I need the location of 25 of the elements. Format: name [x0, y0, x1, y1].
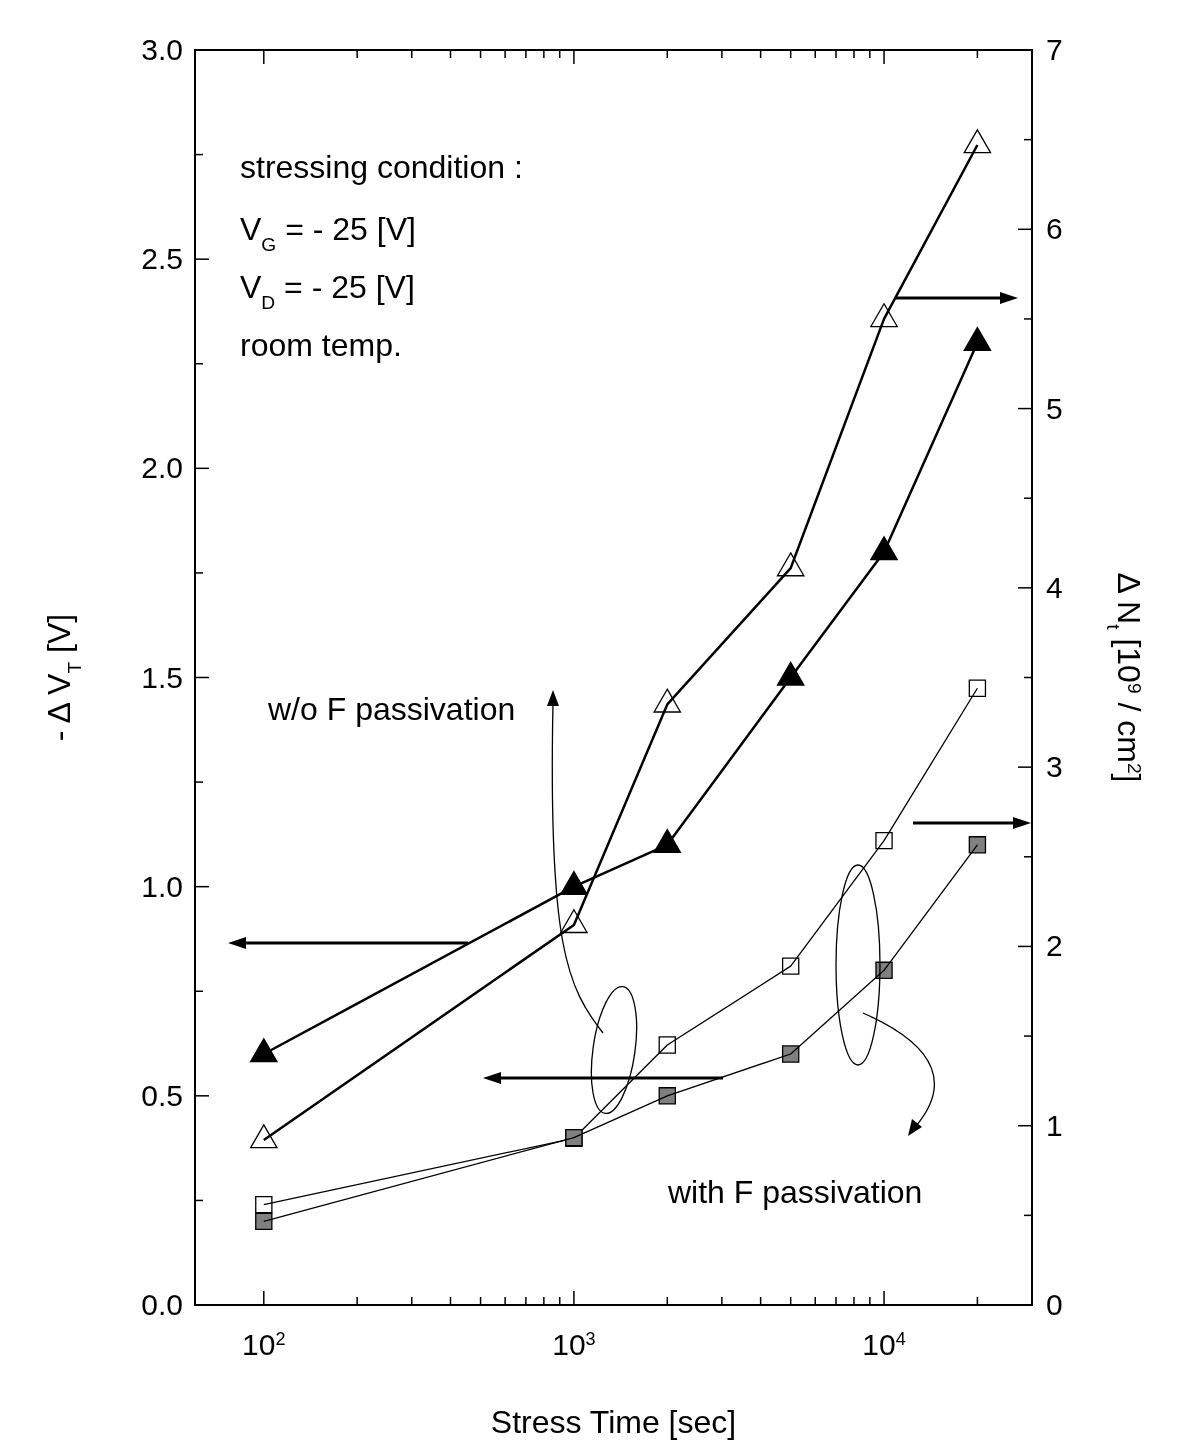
y-tick-label: 1.5 — [141, 660, 183, 694]
y2-tick-label: 7 — [1046, 33, 1063, 66]
y-tick-label: 0.0 — [141, 1288, 183, 1321]
annotation: V$_{G}$ = - 25 [V] — [240, 211, 416, 255]
y-tick-label: 2.5 — [141, 242, 183, 276]
annotation: stressing condition : — [240, 149, 523, 185]
annotation: room temp. — [240, 327, 402, 363]
y2-tick-label: 4 — [1046, 570, 1063, 604]
y-tick-label: 3.0 — [141, 33, 183, 66]
annotation: with F passivation — [667, 1174, 923, 1210]
x-axis-title: Stress Time [sec] — [490, 1404, 737, 1440]
y2-tick-label: 0 — [1046, 1288, 1063, 1321]
x-tick-label: 10$^{3}$ — [552, 1328, 596, 1361]
y2-tick-label: 2 — [1046, 929, 1063, 963]
x-tick-label: 10$^{4}$ — [862, 1328, 906, 1361]
y2-tick-label: 6 — [1046, 212, 1063, 246]
y2-tick-label: 5 — [1046, 391, 1063, 425]
x-tick-label: 10$^{2}$ — [242, 1328, 286, 1361]
y-tick-label: 1.0 — [141, 869, 183, 903]
annotation: w/o F passivation — [267, 691, 516, 727]
y-tick-label: 2.0 — [141, 451, 183, 485]
annotation: V$_{D}$ = - 25 [V] — [240, 269, 415, 313]
y2-tick-label: 3 — [1046, 750, 1063, 784]
y-tick-label: 0.5 — [141, 1078, 183, 1112]
y2-tick-label: 1 — [1046, 1108, 1063, 1142]
